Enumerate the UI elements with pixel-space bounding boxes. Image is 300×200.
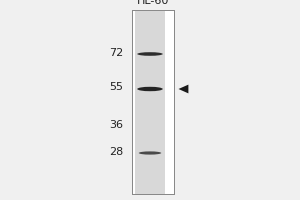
Text: HL-60: HL-60 bbox=[137, 0, 169, 6]
Text: 55: 55 bbox=[109, 82, 123, 92]
Bar bbox=[132, 10, 174, 194]
Text: 36: 36 bbox=[109, 120, 123, 130]
Ellipse shape bbox=[139, 151, 161, 155]
Bar bbox=[135, 10, 165, 194]
Ellipse shape bbox=[137, 52, 163, 56]
Polygon shape bbox=[178, 85, 188, 93]
Text: 72: 72 bbox=[109, 48, 123, 58]
Bar bbox=[132, 10, 174, 194]
Ellipse shape bbox=[137, 87, 163, 91]
Text: 28: 28 bbox=[109, 147, 123, 157]
